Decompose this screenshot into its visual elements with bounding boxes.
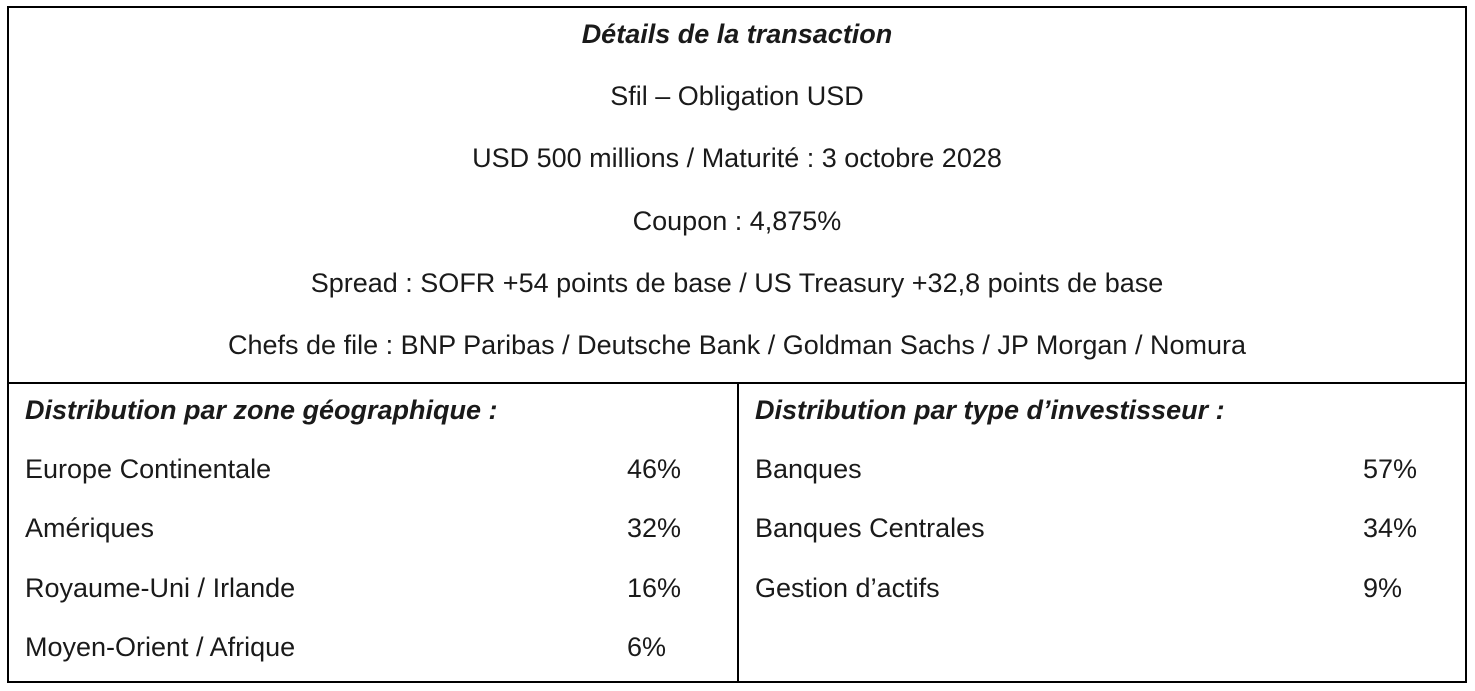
lead-managers: Chefs de file : BNP Paribas / Deutsche B… — [228, 330, 1246, 360]
row-value: 34% — [1363, 513, 1418, 543]
table-row: Amériques 32% — [9, 512, 737, 544]
table-row: Royaume-Uni / Irlande 16% — [9, 572, 737, 604]
row-label: Europe Continentale — [25, 454, 272, 484]
row-label: Moyen-Orient / Afrique — [25, 632, 296, 662]
bond-name: Sfil – Obligation USD — [610, 81, 864, 111]
table-row: Moyen-Orient / Afrique 6% — [9, 631, 737, 663]
investor-distribution-section: Distribution par type d’investisseur : B… — [739, 384, 1465, 683]
row-label: Gestion d’actifs — [755, 573, 940, 603]
transaction-title: Détails de la transaction — [581, 19, 893, 49]
table-row: Banques 57% — [739, 453, 1465, 485]
transaction-table: Détails de la transaction Sfil – Obligat… — [7, 6, 1467, 683]
row-label: Amériques — [25, 513, 155, 543]
investor-distribution-title: Distribution par type d’investisseur : — [755, 395, 1225, 425]
spread: Spread : SOFR +54 points de base / US Tr… — [310, 268, 1164, 298]
table-row: Europe Continentale 46% — [9, 453, 737, 485]
row-label: Banques — [755, 454, 862, 484]
row-value: 9% — [1363, 573, 1403, 603]
table-row: Banques Centrales 34% — [739, 512, 1465, 544]
row-value: 32% — [627, 513, 682, 543]
row-value: 57% — [1363, 454, 1418, 484]
row-label: Banques Centrales — [755, 513, 985, 543]
transaction-details-section: Détails de la transaction Sfil – Obligat… — [9, 8, 1465, 384]
table-row: Gestion d’actifs 9% — [739, 572, 1465, 604]
row-value: 16% — [627, 573, 682, 603]
row-label: Royaume-Uni / Irlande — [25, 573, 296, 603]
geo-distribution-title: Distribution par zone géographique : — [25, 395, 498, 425]
geo-distribution-section: Distribution par zone géographique : Eur… — [9, 384, 739, 683]
row-value: 6% — [627, 632, 667, 662]
amount-maturity: USD 500 millions / Maturité : 3 octobre … — [472, 143, 1002, 173]
row-value: 46% — [627, 454, 682, 484]
coupon: Coupon : 4,875% — [632, 206, 842, 236]
